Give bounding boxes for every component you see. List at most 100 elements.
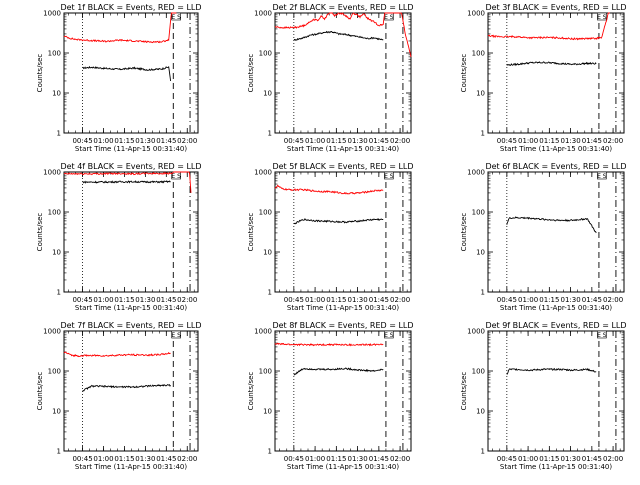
x-tick-label: 01:15	[539, 455, 559, 463]
x-axis-label: Start Time (11-Apr-15 00:31:40)	[287, 463, 399, 471]
y-tick-label: 100	[48, 368, 61, 376]
y-tick-label: 1	[57, 130, 61, 138]
y-axis-label: Counts/sec	[36, 54, 44, 93]
x-tick-label: 01:30	[135, 296, 155, 304]
x-tick-label: 01:45	[369, 137, 389, 145]
x-tick-label: 01:00	[93, 137, 113, 145]
x-axis-label: Start Time (11-Apr-15 00:31:40)	[75, 145, 187, 153]
x-tick-label: 00:45	[72, 296, 92, 304]
plot-frame	[63, 171, 199, 293]
x-tick-label: 01:45	[369, 455, 389, 463]
x-tick-label: 01:15	[326, 296, 346, 304]
x-axis-label: Start Time (11-Apr-15 00:31:40)	[75, 304, 187, 312]
x-tick-label: 02:00	[390, 455, 410, 463]
y-tick-label: 1000	[43, 169, 61, 177]
series-line-lld	[274, 184, 384, 195]
series-line-lld	[274, 342, 384, 347]
plot-frame	[487, 171, 625, 293]
x-tick-label: 00:45	[284, 137, 304, 145]
x-tick-label: 01:30	[347, 455, 367, 463]
y-tick-label: 1	[57, 448, 61, 456]
x-tick-label: 01:45	[582, 137, 602, 145]
y-tick-label: 1000	[254, 10, 272, 18]
y-tick-label: 100	[472, 368, 485, 376]
series-line-lld	[63, 351, 171, 358]
y-tick-label: 1	[268, 448, 272, 456]
flag-box	[597, 330, 607, 339]
plot-frame	[487, 330, 625, 452]
y-tick-label: 1000	[254, 328, 272, 336]
series-line-events	[293, 30, 384, 41]
series-line-events	[82, 180, 171, 184]
x-tick-label: 01:00	[305, 137, 325, 145]
series-line-events	[506, 61, 597, 67]
x-tick-label: 01:00	[93, 296, 113, 304]
flag-label: E S	[597, 332, 607, 339]
x-tick-label: 00:45	[497, 137, 517, 145]
x-tick-label: 01:00	[305, 296, 325, 304]
x-tick-label: 01:15	[326, 455, 346, 463]
y-tick-label: 1000	[43, 328, 61, 336]
flag-box	[384, 171, 394, 180]
x-tick-label: 01:00	[93, 455, 113, 463]
x-tick-label: 01:30	[135, 137, 155, 145]
y-axis-label: Counts/sec	[460, 54, 468, 93]
y-tick-label: 1	[57, 289, 61, 297]
y-tick-label: 10	[263, 408, 272, 416]
y-axis-label: Counts/sec	[460, 213, 468, 252]
x-tick-label: 02:00	[390, 296, 410, 304]
y-tick-label: 1	[481, 289, 485, 297]
y-axis-label: Counts/sec	[36, 213, 44, 252]
flag-box	[171, 330, 181, 339]
x-axis-label: Start Time (11-Apr-15 00:31:40)	[75, 463, 187, 471]
y-tick-label: 100	[48, 50, 61, 58]
y-tick-label: 10	[52, 90, 61, 98]
y-tick-label: 1	[268, 289, 272, 297]
plot-frame	[63, 330, 199, 452]
x-tick-label: 02:00	[177, 137, 197, 145]
y-tick-label: 100	[48, 209, 61, 217]
y-tick-label: 10	[263, 249, 272, 257]
x-tick-label: 01:30	[135, 455, 155, 463]
x-tick-label: 02:00	[603, 296, 623, 304]
y-axis-label: Counts/sec	[247, 213, 255, 252]
chart-title: Det 2f BLACK = Events, RED = LLD	[272, 3, 413, 12]
chart-panel-9: Det 9f BLACK = Events, RED = LLD 1 10 100 10…	[460, 321, 627, 471]
series-line-lld	[487, 12, 610, 41]
x-tick-label: 01:15	[326, 137, 346, 145]
x-tick-label: 01:15	[539, 296, 559, 304]
chart-title: Det 6f BLACK = Events, RED = LLD	[485, 162, 626, 171]
y-tick-label: 100	[259, 368, 272, 376]
y-axis-label: Counts/sec	[247, 54, 255, 93]
x-axis-label: Start Time (11-Apr-15 00:31:40)	[500, 463, 612, 471]
chart-panel-8: Det 8f BLACK = Events, RED = LLD 1 10 100 10…	[247, 321, 414, 471]
y-tick-label: 10	[476, 408, 485, 416]
chart-panel-5: Det 5f BLACK = Events, RED = LLD 1 10 100 10…	[247, 162, 414, 312]
x-tick-label: 02:00	[177, 296, 197, 304]
x-tick-label: 01:45	[156, 137, 176, 145]
flag-label: E S	[597, 173, 607, 180]
chart-panel-4: Det 4f BLACK = Events, RED = LLD 1 10 100 10…	[36, 162, 202, 312]
x-tick-label: 02:00	[603, 137, 623, 145]
y-axis-label: Counts/sec	[460, 372, 468, 411]
flag-label: E S	[384, 173, 394, 180]
chart-title: Det 8f BLACK = Events, RED = LLD	[272, 321, 413, 330]
x-tick-label: 01:30	[560, 137, 580, 145]
flag-label: E S	[171, 332, 181, 339]
x-tick-label: 01:30	[347, 296, 367, 304]
chart-panel-3: Det 3f BLACK = Events, RED = LLD 1 10 100 10…	[460, 3, 627, 153]
flag-label: E S	[384, 332, 394, 339]
flag-label: E S	[597, 14, 607, 21]
series-line-events	[506, 367, 597, 375]
x-axis-label: Start Time (11-Apr-15 00:31:40)	[287, 145, 399, 153]
plot-frame	[274, 171, 412, 293]
y-tick-label: 10	[263, 90, 272, 98]
x-tick-label: 01:30	[560, 455, 580, 463]
x-axis-label: Start Time (11-Apr-15 00:31:40)	[287, 304, 399, 312]
x-tick-label: 01:45	[582, 296, 602, 304]
x-tick-label: 01:30	[347, 137, 367, 145]
x-tick-label: 00:45	[497, 296, 517, 304]
y-tick-label: 1000	[254, 169, 272, 177]
series-line-events	[82, 384, 171, 392]
